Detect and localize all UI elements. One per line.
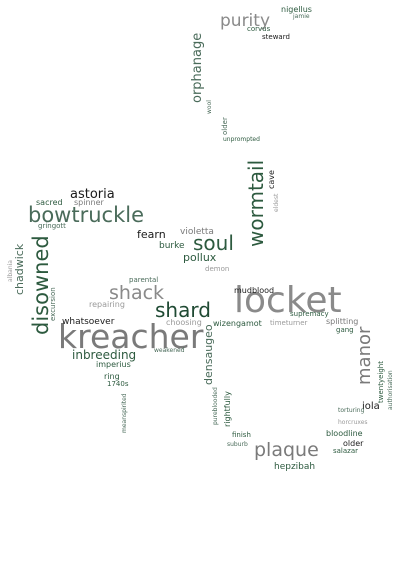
word-42: horcruxes <box>338 419 368 426</box>
word-8: plaque <box>254 439 319 461</box>
word-6: shard <box>155 298 211 322</box>
word-33: supremacy <box>290 310 329 318</box>
word-40: authorisation <box>387 370 394 410</box>
word-9: manor <box>354 326 375 385</box>
word-16: violetta <box>180 227 214 237</box>
word-25: choosing <box>166 318 202 327</box>
word-17: burke <box>159 241 185 251</box>
word-39: iola <box>362 401 380 412</box>
word-46: hepzibah <box>274 462 316 472</box>
word-27: imperius <box>96 360 131 369</box>
word-31: excursion <box>49 287 57 321</box>
word-45: salazar <box>333 447 359 455</box>
word-14: pollux <box>183 251 217 264</box>
word-52: meanspirited <box>121 393 128 433</box>
word-44: older <box>343 439 364 448</box>
word-53: cave <box>267 170 276 189</box>
word-4: wormtail <box>244 159 268 247</box>
word-62: albania <box>7 260 14 282</box>
word-54: older <box>221 117 229 135</box>
word-30: parental <box>129 276 159 284</box>
word-41: torturing <box>338 407 365 414</box>
word-7: shack <box>109 282 165 304</box>
word-47: densaugeo <box>202 324 215 385</box>
word-35: timeturner <box>270 319 308 327</box>
word-28: ring <box>104 372 120 381</box>
word-59: corvus <box>247 25 271 33</box>
word-21: sacred <box>36 198 63 207</box>
word-49: finish <box>232 431 251 439</box>
word-55: unprompted <box>223 136 260 143</box>
word-61: eldest <box>273 193 280 212</box>
word-57: nigellus <box>281 5 312 14</box>
word-36: splitting <box>326 317 359 326</box>
word-58: jamie <box>293 13 310 20</box>
word-29: 1740s <box>107 380 129 388</box>
word-34: wizengamot <box>213 319 262 328</box>
word-56: wool <box>206 100 213 114</box>
word-1: locket <box>234 280 342 321</box>
word-15: fearn <box>137 228 166 241</box>
word-11: orphanage <box>190 32 205 103</box>
word-13: inbreeding <box>72 348 137 362</box>
word-2: bowtruckle <box>28 203 144 227</box>
word-23: whatsoever <box>62 317 115 327</box>
word-51: pureblooded <box>212 387 219 425</box>
word-43: bloodline <box>326 429 363 438</box>
word-18: demon <box>205 265 230 273</box>
word-0: kreacher <box>58 317 204 356</box>
word-19: chadwick <box>13 243 26 295</box>
word-22: spinner <box>74 198 104 207</box>
word-32: mudblood <box>234 286 275 295</box>
word-50: suburb <box>227 441 248 448</box>
word-37: gang <box>336 326 354 334</box>
word-38: twentyeight <box>377 361 385 403</box>
word-60: steward <box>262 33 290 41</box>
word-10: purity <box>220 11 271 31</box>
word-48: rightfully <box>223 391 232 427</box>
word-20: gringott <box>38 222 66 230</box>
word-5: soul <box>193 231 234 255</box>
word-12: astoria <box>70 187 115 202</box>
word-24: repairing <box>89 300 125 309</box>
word-26: weakened <box>154 347 185 354</box>
